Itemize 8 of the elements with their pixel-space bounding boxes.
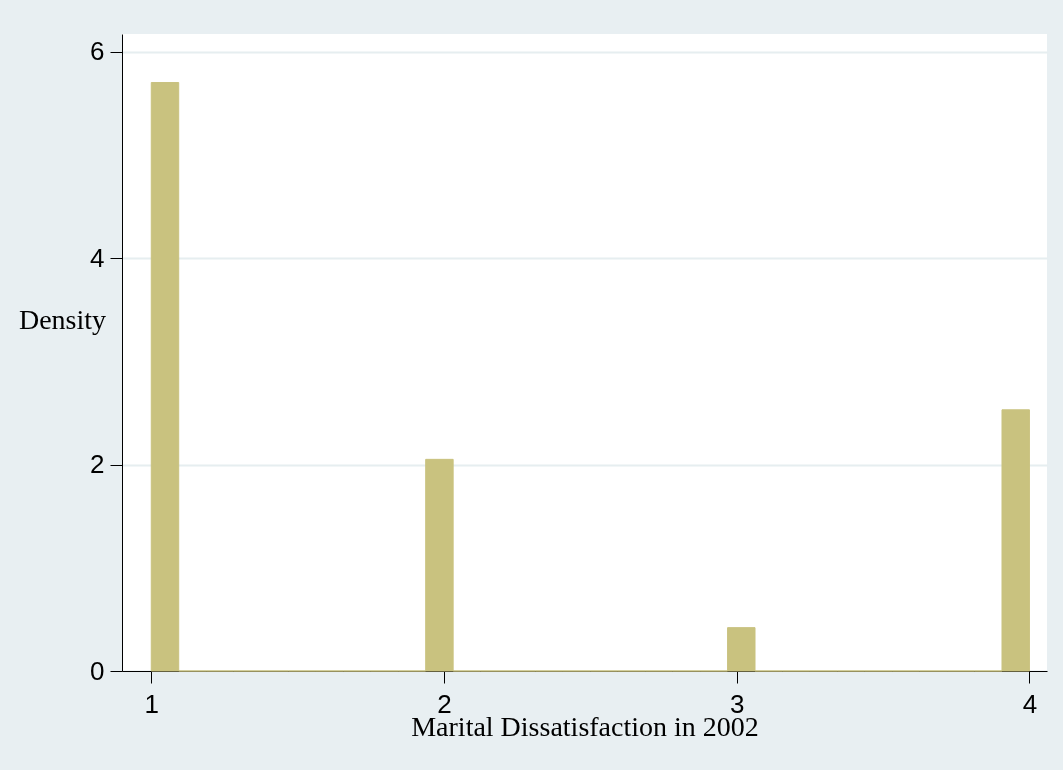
- y-axis-title: Density: [18, 303, 107, 335]
- y-tick-label: 0: [90, 655, 105, 686]
- x-tick-label: 4: [1022, 688, 1038, 719]
- y-tick-label: 2: [90, 449, 105, 480]
- x-tick-label: 1: [144, 688, 160, 719]
- y-tick-label: 6: [90, 36, 105, 67]
- y-tick-label: 4: [90, 242, 105, 273]
- x-tick-label: 3: [729, 688, 745, 719]
